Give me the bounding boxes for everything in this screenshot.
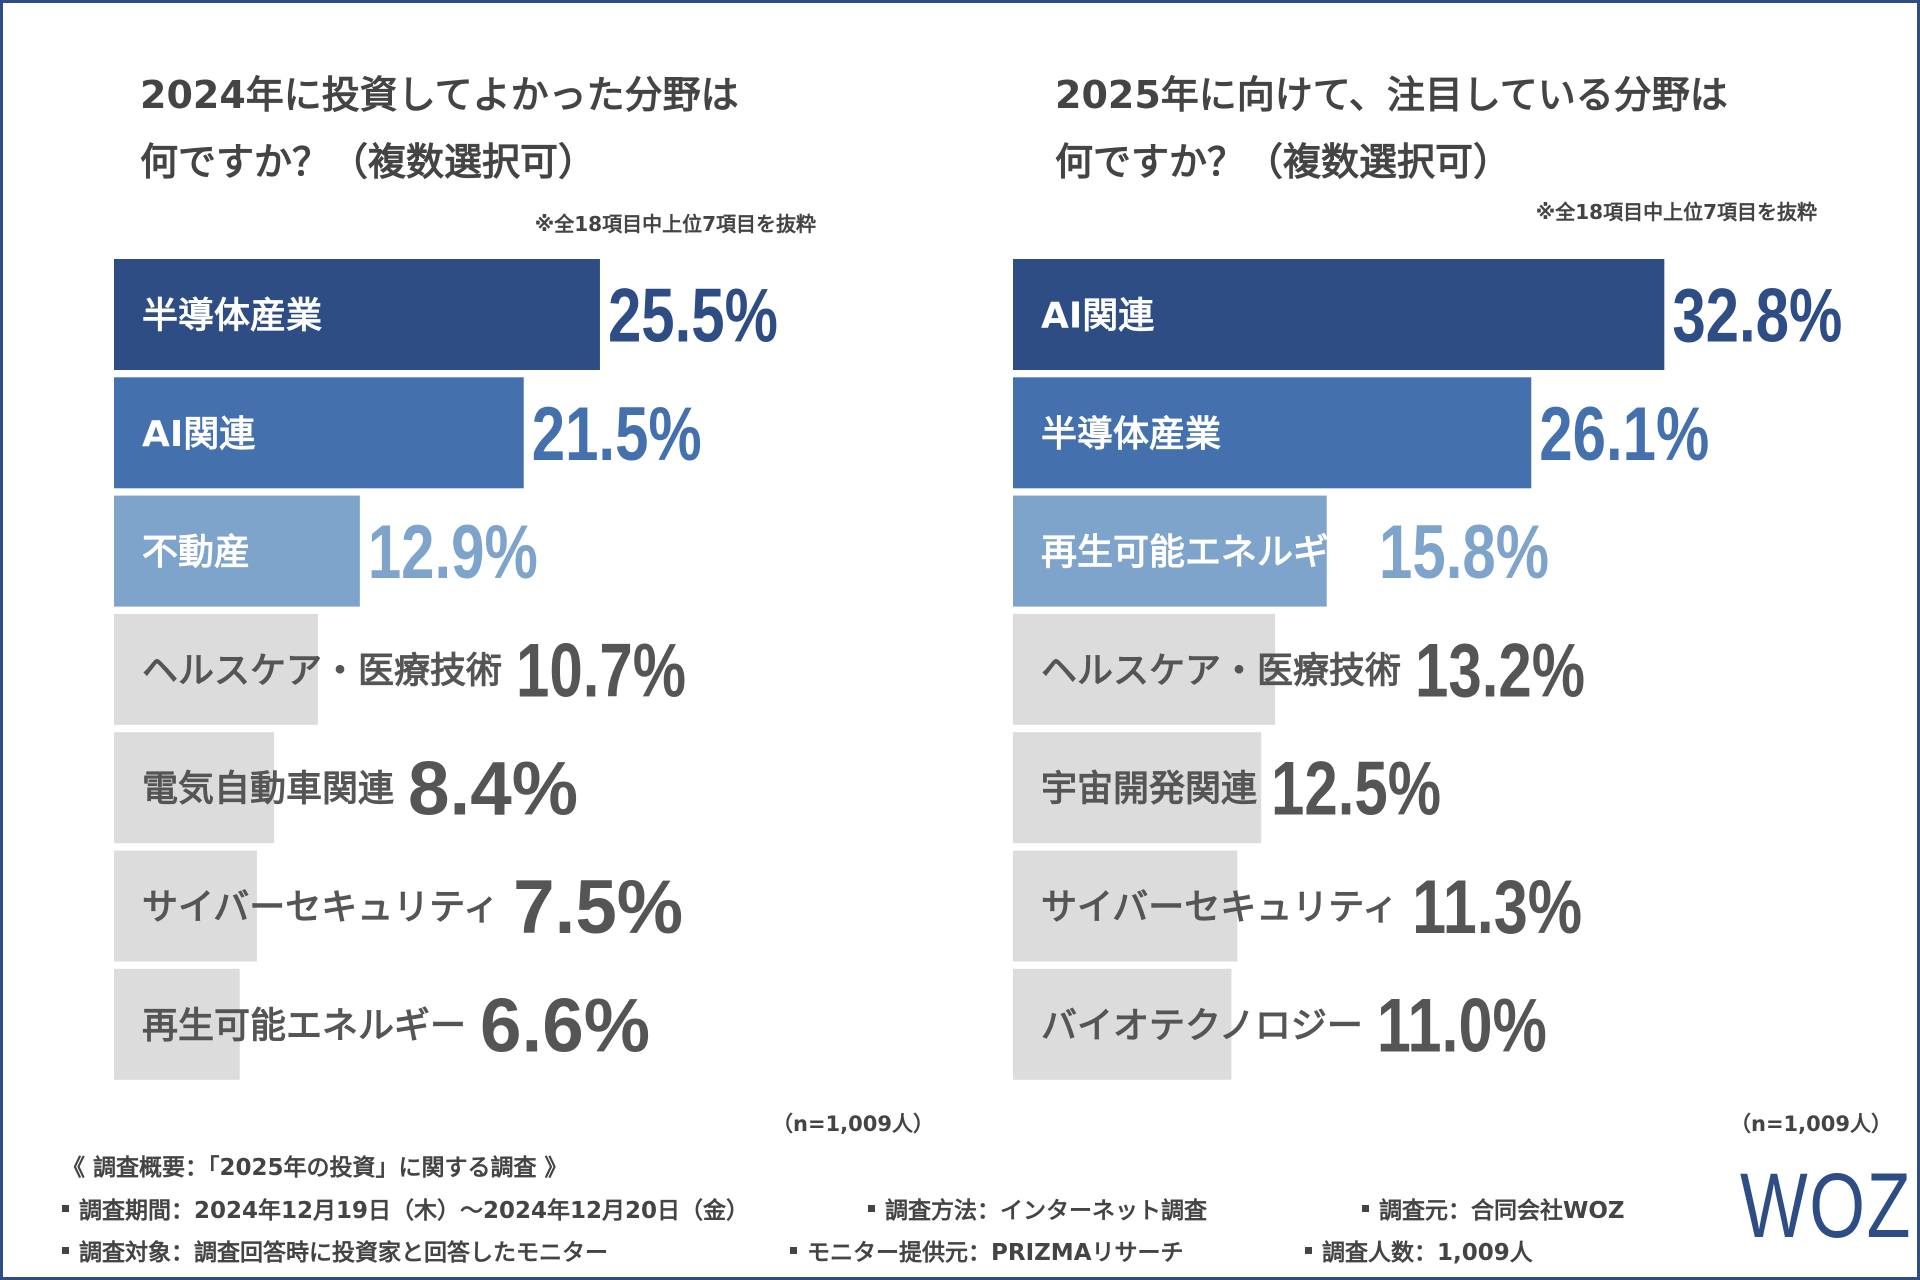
right-category-label-2: 半導体産業 [1041,414,1221,455]
right-bar-5 [1013,732,1262,844]
bullet-icon [1362,1205,1369,1212]
right-bar-2 [1013,377,1532,489]
right-value-label-7: 11.0% [1377,983,1547,1068]
survey-method: 調査方法：インターネット調査 [868,1191,1207,1225]
bullet-icon [868,1205,875,1212]
left-category-label-4: ヘルスケア・医療技術 [142,650,502,691]
survey-period: 調査期間：2024年12月19日（木）～2024年12月20日（金） [62,1191,749,1225]
left-value-label-2: 21.5% [532,392,702,477]
right-bar-6 [1013,850,1238,962]
survey-provider-text: モニター提供元：PRIZMAリサーチ [807,1240,1184,1266]
survey-period-text: 調査期間：2024年12月19日（木）～2024年12月20日（金） [79,1198,750,1224]
left-value-label-4: 10.7% [516,628,686,713]
right-category-label-5: 宇宙開発関連 [1041,769,1258,810]
left-sample-size: （n=1,009人） [772,1112,934,1136]
right-chart-title-line-1: 2025年に向けて、注目している分野は [1055,73,1728,117]
right-value-label-1: 32.8% [1672,274,1842,359]
survey-count: 調査人数：1,009人 [1305,1233,1533,1267]
left-chart-title-line-1: 2024年に投資してよかった分野は [140,73,739,117]
bullet-icon [1305,1247,1312,1254]
right-category-label-6: サイバーセキュリティ [1041,887,1398,928]
right-value-label-4: 13.2% [1415,628,1585,713]
survey-count-text: 調査人数：1,009人 [1322,1240,1533,1266]
left-value-label-5: 8.4% [408,747,578,832]
right-bar-3 [1013,495,1327,607]
left-chart-title-line-2: 何ですか？（複数選択可） [140,140,597,184]
survey-source-text: 調査元：合同会社WOZ [1379,1198,1625,1224]
survey-target: 調査対象：調査回答時に投資家と回答したモニター [62,1233,608,1267]
left-chart-title: 2024年に投資してよかった分野は 何ですか？（複数選択可） [140,62,739,196]
right-chart-title: 2025年に向けて、注目している分野は 何ですか？（複数選択可） [1055,62,1728,196]
left-bar-5 [114,732,275,844]
left-value-label-1: 25.5% [608,274,778,359]
right-sample-size: （n=1,009人） [1730,1112,1892,1136]
right-value-label-5: 12.5% [1271,747,1441,832]
right-bar-1 [1013,259,1665,370]
left-bar-4 [114,613,318,725]
right-value-label-6: 11.3% [1412,865,1582,950]
survey-method-text: 調査方法：インターネット調査 [885,1198,1207,1224]
right-category-label-4: ヘルスケア・医療技術 [1041,650,1401,691]
woz-logo: WOZ [1740,1155,1913,1257]
right-chart-note: ※全18項目中上位7項目を抜粋 [1535,200,1817,224]
right-value-label-3: 15.8% [1379,510,1549,595]
left-value-label-7: 6.6% [480,983,650,1068]
left-bar-6 [114,850,257,962]
right-bar-4 [1013,613,1276,725]
left-value-label-6: 7.5% [513,865,683,950]
left-value-label-3: 12.9% [368,510,538,595]
survey-provider: モニター提供元：PRIZMAリサーチ [790,1233,1184,1267]
left-category-label-6: サイバーセキュリティ [142,887,499,928]
left-category-label-1: 半導体産業 [142,296,322,337]
left-bar-3 [114,495,360,607]
right-category-label-1: AI関連 [1041,296,1155,337]
right-category-label-3: 再生可能エネルギー [1041,532,1365,573]
survey-source: 調査元：合同会社WOZ [1362,1191,1625,1225]
left-category-label-2: AI関連 [142,414,256,455]
left-category-label-5: 電気自動車関連 [142,769,395,810]
right-chart-title-line-2: 何ですか？（複数選択可） [1055,140,1512,184]
bullet-icon [62,1247,69,1254]
bullet-icon [62,1205,69,1212]
bullet-icon [790,1247,797,1254]
left-category-label-7: 再生可能エネルギー [142,1005,466,1046]
left-chart-note: ※全18項目中上位7項目を抜粋 [534,212,816,236]
left-bar-7 [114,968,240,1080]
left-bar-2 [114,377,524,489]
right-category-label-7: バイオテクノロジー [1041,1005,1363,1046]
survey-heading: 《 調査概要：「2025年の投資」に関する調査 》 [62,1155,568,1181]
right-bar-7 [1013,968,1232,1080]
left-bar-1 [114,259,600,370]
right-value-label-2: 26.1% [1539,392,1709,477]
left-category-label-3: 不動産 [142,532,250,573]
survey-target-text: 調査対象：調査回答時に投資家と回答したモニター [79,1240,608,1266]
